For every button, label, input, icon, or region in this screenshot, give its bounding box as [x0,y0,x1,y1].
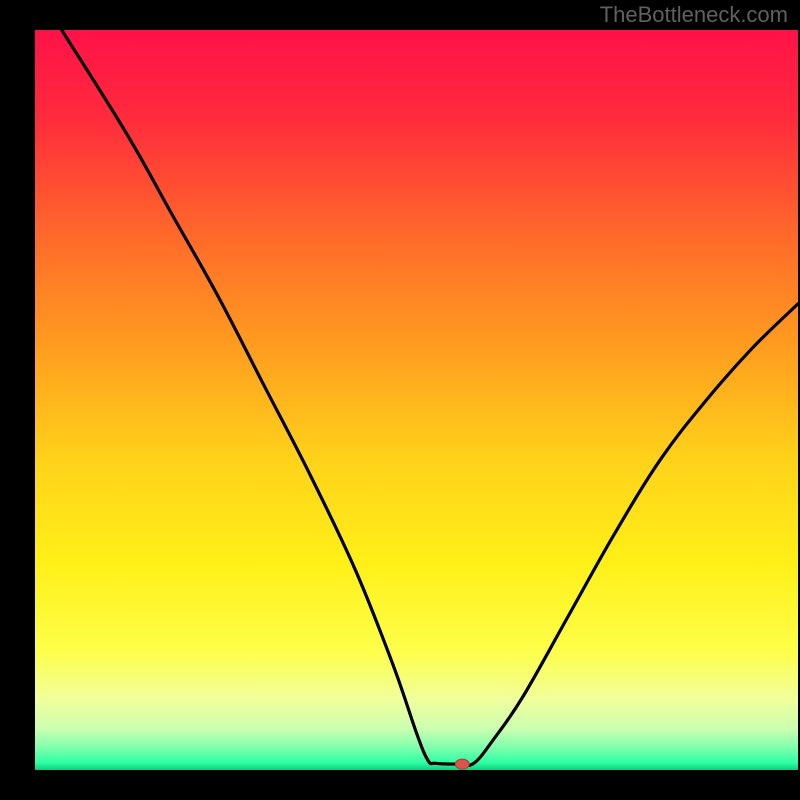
optimum-marker [455,759,469,769]
bottleneck-chart [0,0,800,800]
plot-background [35,30,798,770]
